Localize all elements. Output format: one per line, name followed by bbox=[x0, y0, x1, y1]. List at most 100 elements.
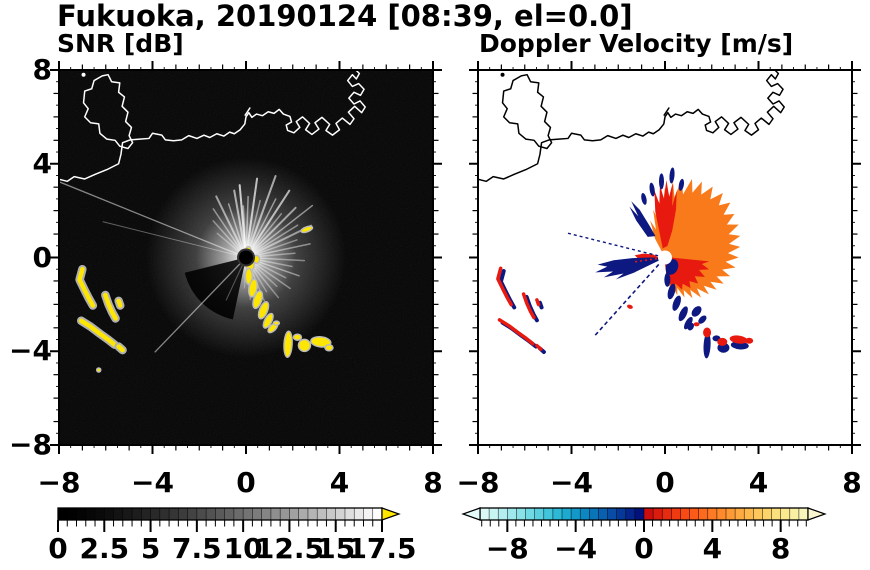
colorbar-segment bbox=[780, 508, 791, 520]
radar-beam bbox=[245, 206, 297, 259]
colorbar-segment bbox=[552, 508, 563, 520]
colorbar-segment bbox=[744, 508, 754, 520]
coastline-path bbox=[59, 70, 366, 183]
radar-beam bbox=[245, 175, 277, 259]
colorbar-segment bbox=[298, 508, 309, 520]
colorbar-segment bbox=[187, 508, 198, 520]
vel-colorbar bbox=[461, 507, 827, 532]
echo-streak bbox=[535, 343, 543, 351]
y-tick-label: 8 bbox=[32, 53, 52, 86]
snr-colorbar-label: 2.5 bbox=[79, 532, 130, 565]
island-outline bbox=[501, 73, 553, 150]
x-tick-label: 8 bbox=[842, 466, 862, 499]
colorbar-segment bbox=[196, 508, 207, 520]
colorbar-segment bbox=[580, 508, 590, 520]
echo-blob bbox=[292, 333, 303, 341]
colorbar-segment bbox=[507, 508, 517, 520]
colorbar-segment bbox=[771, 508, 782, 520]
echo-blob bbox=[678, 178, 685, 191]
x-tick-label: 0 bbox=[236, 466, 256, 499]
colorbar-segment bbox=[363, 508, 374, 520]
vel-colorbar-label: 4 bbox=[702, 532, 723, 565]
echo-blob bbox=[672, 295, 681, 311]
echo-blob bbox=[666, 263, 673, 276]
vel-panel bbox=[469, 61, 861, 454]
radar-beam bbox=[154, 256, 247, 353]
colorbar-segment bbox=[489, 508, 499, 520]
colorbar-segment bbox=[735, 508, 745, 520]
colorbar-segment bbox=[159, 508, 170, 520]
echo-streak bbox=[497, 318, 535, 346]
x-tick-label: 8 bbox=[423, 466, 443, 499]
x-tick-label: −4 bbox=[131, 466, 174, 499]
x-tick-label: −8 bbox=[456, 466, 500, 499]
y-tick-label: 4 bbox=[32, 146, 52, 180]
echo-blob bbox=[324, 343, 334, 352]
snr-colorbar-label: 12.5 bbox=[254, 532, 324, 565]
colorbar-segment bbox=[326, 508, 337, 520]
colorbar-segment bbox=[616, 508, 627, 520]
snr-colorbar-label: 17.5 bbox=[347, 532, 417, 565]
x-tick-label: 4 bbox=[329, 466, 350, 499]
colorbar-segment bbox=[141, 508, 151, 520]
echo-blob bbox=[729, 335, 748, 344]
colorbar-segment bbox=[671, 508, 681, 520]
colorbar-segment bbox=[307, 508, 318, 520]
colorbar-segment bbox=[85, 508, 96, 520]
colorbar-segment bbox=[607, 508, 618, 520]
port-dash bbox=[663, 107, 670, 117]
echo-blob bbox=[310, 336, 332, 348]
vel-colorbar-label: −4 bbox=[554, 532, 598, 565]
y-tick-label: −8 bbox=[9, 428, 52, 461]
colorbar-segment bbox=[243, 508, 253, 520]
colorbar-segment bbox=[753, 508, 763, 520]
colorbar-segment bbox=[178, 508, 188, 520]
colorbar-segment bbox=[662, 508, 672, 520]
colorbar-segment bbox=[562, 508, 572, 520]
colorbar-segment bbox=[680, 508, 690, 520]
radar-beam bbox=[233, 189, 247, 259]
echo-streak bbox=[537, 300, 544, 310]
islet-dot bbox=[81, 72, 86, 77]
radar-beam bbox=[245, 224, 299, 259]
over-range-arrow bbox=[381, 507, 401, 521]
echo-blob bbox=[248, 278, 259, 298]
vel-colorbar-label: 8 bbox=[770, 532, 791, 565]
colorbar-segment bbox=[525, 508, 536, 520]
colorbar-segment bbox=[150, 508, 161, 520]
colorbar-segment bbox=[122, 508, 133, 520]
colorbar-segment bbox=[762, 508, 772, 520]
echo-blob bbox=[669, 167, 675, 184]
echo-blob bbox=[658, 173, 664, 190]
colorbar-segment bbox=[132, 508, 142, 520]
colorbar-segment bbox=[798, 508, 809, 520]
snr-panel-title: SNR [dB] bbox=[57, 29, 184, 58]
echo-blob bbox=[641, 193, 647, 205]
x-tick-label: 4 bbox=[748, 466, 769, 499]
snr-colorbar-label: 10 bbox=[223, 532, 263, 565]
colorbar-segment bbox=[344, 508, 355, 520]
colorbar-segment bbox=[206, 508, 216, 520]
vel-colorbar-label: 0 bbox=[634, 532, 654, 565]
colorbar-segment bbox=[67, 508, 77, 520]
dotted-ray bbox=[632, 257, 658, 263]
colorbar-segment bbox=[644, 508, 654, 520]
colorbar-segment bbox=[571, 508, 581, 520]
colorbar-segment bbox=[261, 508, 272, 520]
radar-beam bbox=[245, 177, 259, 259]
colorbar-segment bbox=[372, 508, 383, 520]
colorbar-segment bbox=[95, 508, 105, 520]
x-tick-label: −8 bbox=[37, 466, 81, 499]
colorbar-segment bbox=[335, 508, 346, 520]
vel-panel-title: Doppler Velocity [m/s] bbox=[479, 29, 794, 58]
echo-blob bbox=[244, 267, 254, 285]
snr-colorbar-label: 5 bbox=[140, 532, 161, 565]
radar-beam bbox=[102, 221, 247, 258]
colorbar-segment bbox=[280, 508, 290, 520]
echo-blob bbox=[262, 312, 274, 329]
y-tick-label: −4 bbox=[9, 334, 52, 368]
colorbar-segment bbox=[113, 508, 124, 520]
colorbar-segment bbox=[698, 508, 709, 520]
velocity-region bbox=[629, 201, 656, 237]
